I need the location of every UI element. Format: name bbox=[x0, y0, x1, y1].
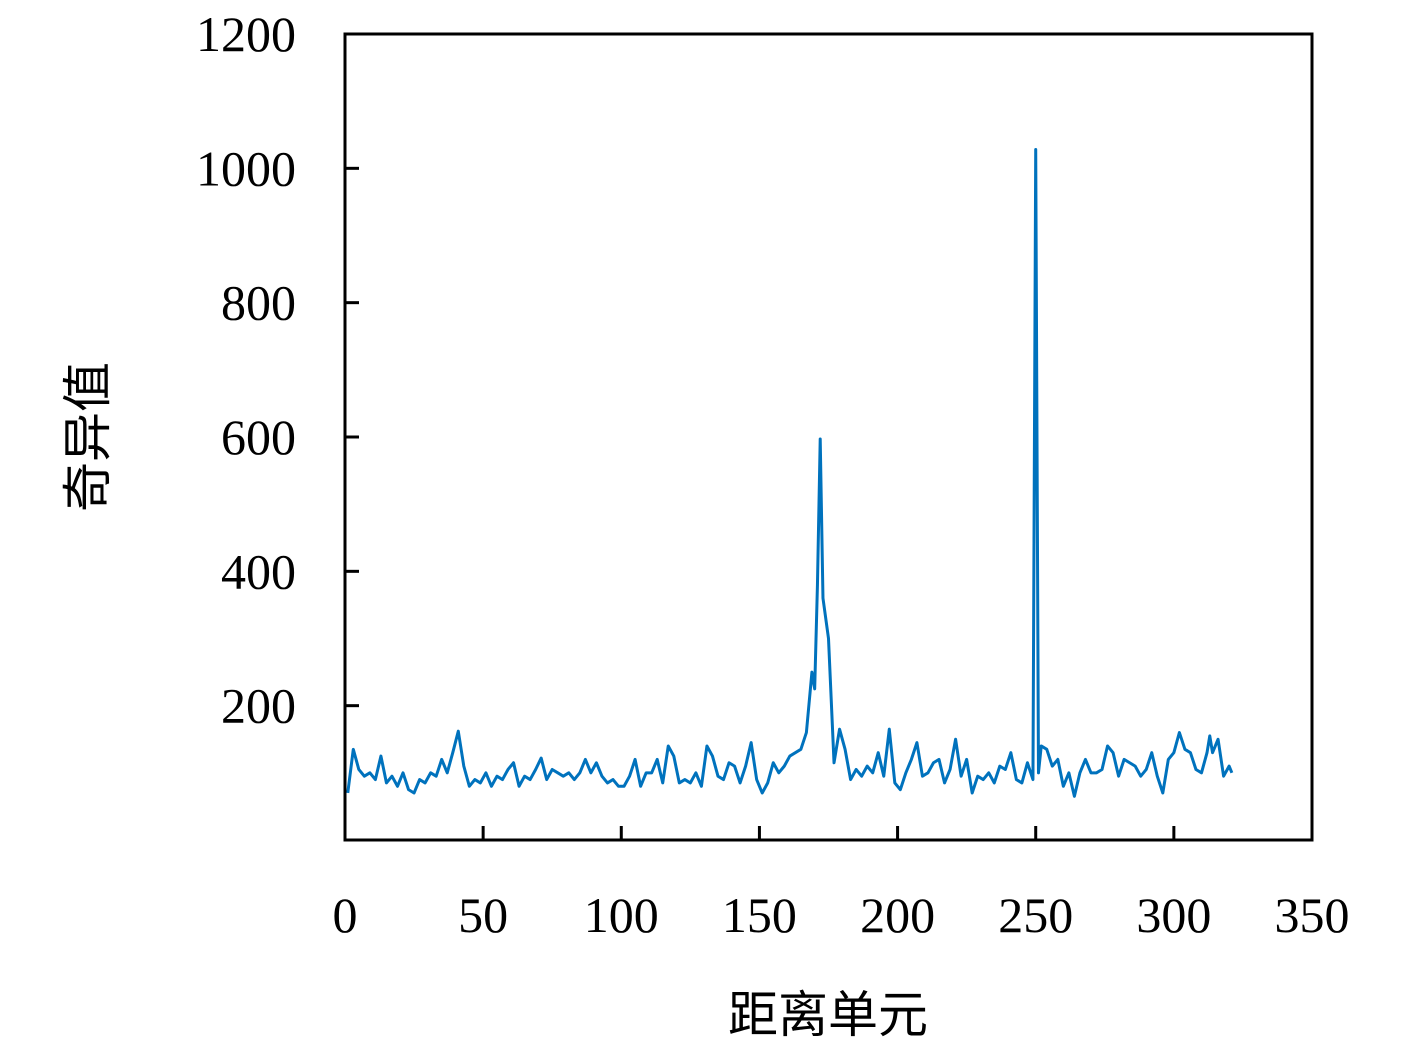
data-line bbox=[346, 148, 1234, 798]
x-axis-label: 距离单元 bbox=[728, 987, 928, 1043]
y-tick-label: 600 bbox=[221, 409, 296, 465]
x-tick-label: 0 bbox=[333, 887, 358, 943]
x-tick-label: 300 bbox=[1136, 887, 1211, 943]
y-axis-label: 奇异值 bbox=[60, 362, 116, 512]
x-tick-label: 150 bbox=[722, 887, 797, 943]
y-tick-label: 400 bbox=[221, 543, 296, 599]
x-tick-label: 100 bbox=[584, 887, 659, 943]
x-tick-label: 250 bbox=[998, 887, 1073, 943]
y-tick-label: 1200 bbox=[196, 6, 296, 62]
x-tick-label: 350 bbox=[1275, 887, 1350, 943]
y-tick-label: 200 bbox=[221, 678, 296, 734]
y-tick-label: 1000 bbox=[196, 140, 296, 196]
plot-frame bbox=[343, 32, 1314, 842]
x-tick-label: 50 bbox=[458, 887, 508, 943]
x-tick-label: 200 bbox=[860, 887, 935, 943]
y-tick-label: 800 bbox=[221, 275, 296, 331]
